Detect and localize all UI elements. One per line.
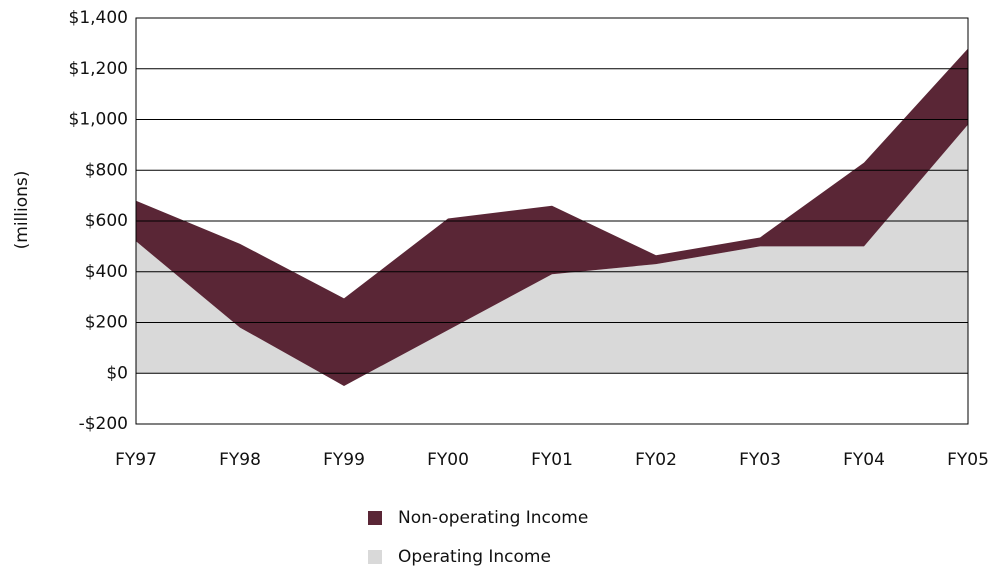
- legend-swatch: [368, 511, 382, 525]
- legend-label: Operating Income: [398, 547, 551, 567]
- y-tick-label: $200: [85, 313, 128, 333]
- x-tick-label: FY00: [427, 450, 469, 470]
- y-tick-label: -$200: [79, 414, 128, 434]
- area: [136, 48, 968, 386]
- x-tick-label: FY03: [739, 450, 781, 470]
- x-tick-label: FY04: [843, 450, 885, 470]
- x-tick-label: FY05: [947, 450, 989, 470]
- legend-swatch: [368, 550, 382, 564]
- x-tick-label: FY97: [115, 450, 157, 470]
- x-tick-label: FY99: [323, 450, 365, 470]
- y-tick-label: $400: [85, 262, 128, 282]
- y-tick-label: $800: [85, 160, 128, 180]
- x-tick-label: FY02: [635, 450, 677, 470]
- x-tick-label: FY01: [531, 450, 573, 470]
- y-tick-label: $1,000: [69, 110, 128, 130]
- x-tick-label: FY98: [219, 450, 261, 470]
- y-axis-label: (millions): [12, 171, 32, 250]
- plot-border: [135, 17, 969, 425]
- y-tick-label: $600: [85, 211, 128, 231]
- area: [136, 124, 968, 386]
- y-tick-label: $0: [106, 363, 128, 383]
- y-tick-label: $1,200: [69, 59, 128, 79]
- y-tick-label: $1,400: [69, 8, 128, 28]
- legend-label: Non-operating Income: [398, 508, 588, 528]
